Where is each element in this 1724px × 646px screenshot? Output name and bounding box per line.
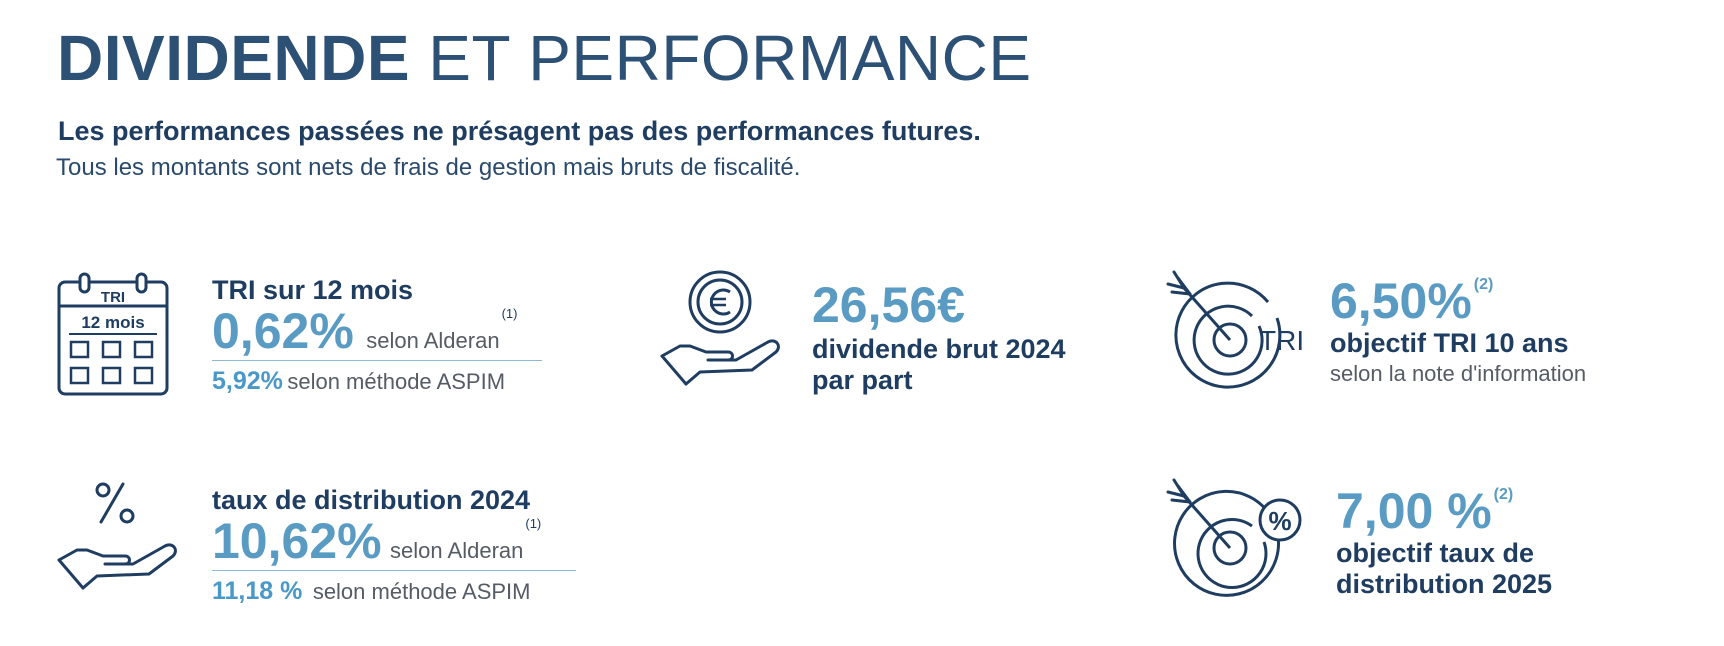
distribution-target-label-line2: distribution 2025 xyxy=(1336,569,1553,599)
dividend-block: 26,56€ dividende brut 2024 par part xyxy=(812,278,1066,396)
tri-12-aspim-source: selon méthode ASPIM xyxy=(287,369,506,394)
distribution-value: 10,62% xyxy=(212,513,382,569)
distribution-aspim-source: selon méthode ASPIM xyxy=(312,579,531,604)
tri-10-footnote: (2) xyxy=(1473,276,1494,293)
distribution-rate-block: taux de distribution 2024 10,62% selon A… xyxy=(212,484,576,606)
hand-euro-coin-icon xyxy=(660,270,784,392)
page-title-bold: DIVIDENDE xyxy=(57,22,410,94)
distribution-footnote: (1) xyxy=(525,516,542,531)
page-title-light: ET PERFORMANCE xyxy=(428,22,1032,94)
distribution-target-label-line1: objectif taux de xyxy=(1336,538,1535,568)
tri-12-divider xyxy=(212,360,542,361)
tri-10-block: 6,50% (2) objectif TRI 10 ans selon la no… xyxy=(1330,274,1586,387)
tri-12-months-block: TRI sur 12 mois 0,62% selon Alderan(1) 5… xyxy=(212,274,542,396)
tri-12-footnote: (1) xyxy=(501,306,518,321)
distribution-target-footnote: (2) xyxy=(1493,486,1514,503)
calendar-icon: TRI 12 mois xyxy=(57,272,169,396)
performance-disclaimer: Les performances passées ne présagent pa… xyxy=(58,116,981,146)
fees-note: Tous les montants sont nets de frais de … xyxy=(56,154,801,181)
tri-12-label: TRI sur 12 mois xyxy=(212,275,414,305)
tri-10-label: objectif TRI 10 ans xyxy=(1330,328,1569,358)
distribution-label: taux de distribution 2024 xyxy=(212,485,531,515)
distribution-target-value: 7,00 % xyxy=(1336,483,1492,539)
distribution-aspim-value: 11,18 % xyxy=(212,577,303,605)
tri-12-value: 0,62% xyxy=(212,303,354,359)
distribution-source: selon Alderan xyxy=(390,538,524,563)
svg-text:TRI: TRI xyxy=(101,289,125,306)
distribution-target-block: 7,00 % (2) objectif taux de distribution … xyxy=(1336,484,1552,600)
target-percent-icon: % xyxy=(1166,478,1308,604)
tri-12-aspim-value: 5,92% xyxy=(212,367,283,395)
distribution-divider xyxy=(212,570,576,571)
hand-percent-icon xyxy=(57,478,183,598)
page-title: DIVIDENDE ET PERFORMANCE xyxy=(57,18,1032,98)
tri-10-source: selon la note d'information xyxy=(1330,361,1587,386)
tri-10-value: 6,50% xyxy=(1330,273,1472,329)
svg-text:%: % xyxy=(1268,506,1291,536)
dividend-label-line1: dividende brut 2024 xyxy=(812,334,1066,364)
svg-text:TRI: TRI xyxy=(1259,325,1304,356)
dividend-label-line2: par part xyxy=(812,365,913,395)
svg-text:12 mois: 12 mois xyxy=(81,313,144,332)
target-tri-icon: TRI xyxy=(1166,270,1308,394)
tri-12-source: selon Alderan xyxy=(366,328,500,353)
dividend-value: 26,56€ xyxy=(812,277,965,333)
